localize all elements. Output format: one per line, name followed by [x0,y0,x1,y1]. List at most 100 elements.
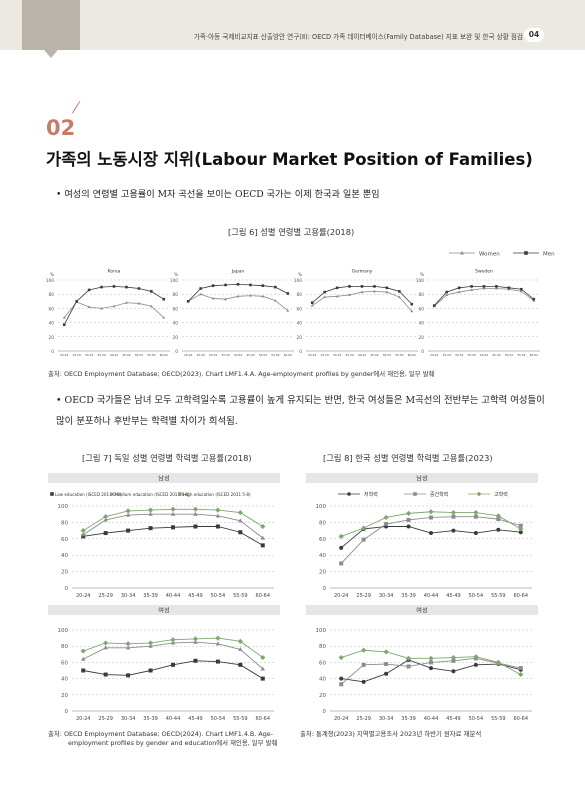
fig8-p0-ytick-20: 20 [319,570,326,576]
fig7-p1-series-0-point-1 [103,672,108,677]
fig6-p0-ytick-20: 20 [49,335,55,341]
fig6-p0-series-0-point-4 [112,304,116,308]
fig7-p1-series-1-point-2 [125,645,131,650]
fig6-p0-series-0-point-8 [162,316,166,319]
fig8-p1-series-1-point-1 [361,662,366,667]
fig6-p3-series-0-point-2 [457,290,461,294]
fig6-p1-series-1-point-8 [286,292,290,295]
fig6-title: [그림 6] 성별 연령별 고용률(2018) [228,227,355,237]
fig8-p0-series-1-point-1 [361,537,366,542]
fig6-p0-series-1-point-8 [162,297,166,301]
fig7-p1-ytick-60: 60 [61,660,68,666]
fig7-p1-xtick-1: 25-29 [98,716,113,722]
fig7-p1-series-1-point-6 [215,641,221,646]
running-title: 가족·아동 국제비교지표 산출방안 연구(Ⅱ): OECD 가족 데이터베이스(… [193,33,523,41]
fig8-p0-series-0-point-8 [518,530,523,535]
fig6-p2-ytick-60: 60 [297,306,303,312]
fig8-p0-xtick-6: 50-54 [469,593,484,599]
fig6-p0-xtick-2: 30-34 [85,353,93,357]
fig8-p1-xtick-0: 20-24 [334,716,349,722]
fig8-p0-ytick-0: 0 [323,586,327,592]
fig6-p1-xtick-3: 35-39 [221,353,229,357]
fig7-p1-xtick-6: 50-54 [211,716,226,722]
fig7-p0-ytick-80: 80 [61,520,68,526]
fig6-p3-xtick-1: 25-29 [443,353,451,357]
fig8-p0-series-2-point-0 [338,533,344,539]
fig8-p1-ytick-40: 40 [319,677,326,683]
fig6-p3-series-0-point-7 [519,289,523,293]
fig7-p0-series-1-point-7 [238,518,243,523]
fig7-p0-series-2-point-8 [260,523,266,530]
fig7-p0-series-2-point-2 [125,508,131,514]
fig7-p1-series-1-point-8 [260,666,265,671]
fig6-p0-xtick-5: 45-49 [122,353,130,357]
fig7-p0-series-1-point-0 [81,532,86,537]
fig7-p1-series-2-point-8 [260,654,266,661]
fig6-p2-series-1-point-6 [385,286,389,290]
fig6-p2-series-1-point-3 [348,285,351,288]
fig7-p0-series-0-point-2 [126,528,131,533]
fig6-p2-series-1-point-2 [335,286,339,290]
fig6-p1-series-0-point-3 [224,297,227,301]
fig6-p0-y-unit: % [50,272,54,278]
fig6-p2-xtick-2: 30-34 [333,353,341,357]
fig6-p1-series-1-point-6 [261,284,265,287]
fig7-p0-series-1-point-2 [125,512,131,517]
fig6-p3-xtick-6: 50-54 [505,353,513,357]
fig7-p0-series-0-point-8 [260,543,265,548]
fig6-source: 출처: OECD Employment Database; OECD(2023)… [48,370,435,378]
fig7-p1-series-0-point-3 [148,668,153,673]
fig6-p1-series-0-point-8 [286,308,290,312]
fig7-p0-series-0-point-4 [171,525,175,530]
fig6-p1-xtick-8: 60-64 [284,353,292,357]
fig7-p1-header-bar [48,605,280,615]
fig7-p0-series-0-point-6 [215,524,220,529]
fig7-p1-panel-name: 여성 [158,607,169,615]
header-tab [22,0,80,50]
fig7-p0-xtick-7: 55-59 [233,593,248,599]
fig6-p2-series-1-line [311,285,413,305]
fig6-p0-ytick-80: 80 [49,292,55,298]
fig7-p0-series-0-point-3 [148,526,153,531]
fig8-p1-ytick-0: 0 [323,709,327,715]
section-slash [72,101,81,114]
fig6-p0-xtick-1: 25-29 [73,353,81,357]
fig6-p3-xtick-3: 35-39 [467,353,475,357]
fig7-p0-xtick-2: 30-34 [121,593,136,599]
fig6-p0-xtick-8: 60-64 [160,353,168,357]
fig7-legend-0-label: Low education (ISCED 2011 0-2) [55,492,122,497]
fig6-p3-series-1-point-5 [495,285,498,288]
fig8-p0-series-2-point-2 [383,514,389,521]
fig6-p0-series-1-point-6 [137,287,141,290]
fig7-p1-series-2-point-1 [103,640,109,646]
fig7-p1-xtick-5: 45-49 [188,716,203,722]
fig6-p3-series-1-point-6 [507,286,511,290]
fig8-p1-series-2-point-8 [518,671,524,678]
fig7-p0-series-2-point-4 [170,506,176,512]
fig7-p1-xtick-3: 35-39 [143,716,158,722]
fig8-p1-series-0-point-6 [473,662,478,667]
fig8-p1-xtick-3: 35-39 [401,716,416,722]
fig7-source: 출처: OECD Employment Database; OECD(2024)… [48,730,277,748]
fig7-p1-xtick-0: 20-24 [76,716,91,722]
fig6-p3-ytick-100: 100 [416,278,424,284]
fig6-p0-panel-name: Korea [108,269,121,275]
fig6-p3-series-0-point-3 [470,288,473,291]
fig6-p2-series-1-point-5 [373,285,376,288]
fig6-p1-xtick-4: 40-44 [234,353,242,357]
fig6-p1-ytick-100: 100 [170,278,178,284]
fig8-p0-xtick-3: 35-39 [401,593,416,599]
fig8-p1-xtick-6: 50-54 [469,716,484,722]
fig6-p2-series-1-point-4 [360,285,364,288]
fig7-p0-series-2-point-0 [80,528,86,534]
fig7-legend-2-label: High education (ISCED 2011 5-8) [183,492,251,497]
fig6-p1-ytick-40: 40 [173,321,179,327]
fig8-p1-series-0-point-4 [429,666,433,671]
fig7-legend-1-marker [110,491,114,496]
fig6-p2-series-1-point-7 [398,290,401,293]
fig7-p1-series-0-point-0 [81,668,86,673]
fig6-p3-ytick-20: 20 [419,335,425,341]
fig8-p0-ytick-80: 80 [319,520,326,526]
fig7-p1-series-2-point-5 [192,636,199,642]
fig8-p1-xtick-7: 55-59 [491,716,506,722]
